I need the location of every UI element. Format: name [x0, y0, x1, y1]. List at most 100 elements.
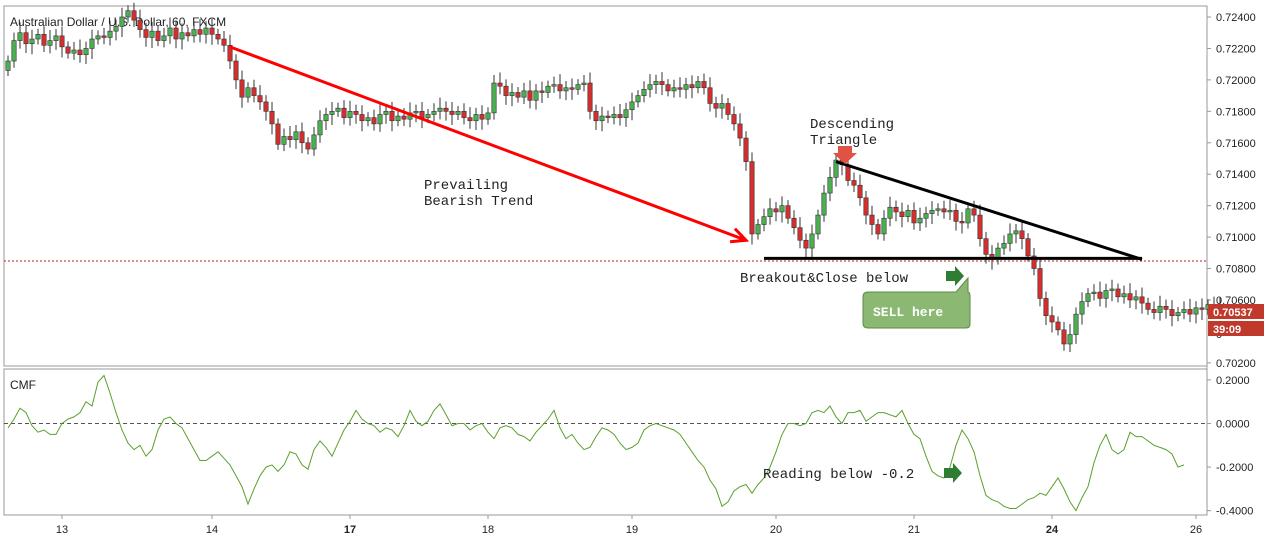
candle	[719, 94, 725, 119]
candle	[563, 80, 569, 101]
candle-body	[1091, 291, 1097, 294]
trend-line	[229, 45, 747, 242]
candle	[221, 30, 227, 53]
candle-body	[1031, 255, 1037, 269]
candle	[455, 105, 461, 120]
candle-body	[131, 10, 137, 21]
candle	[479, 105, 485, 130]
candle-body	[737, 123, 743, 139]
candle	[647, 74, 653, 98]
candle-body	[1013, 230, 1019, 235]
candle	[371, 109, 377, 131]
candle	[161, 27, 167, 48]
candle	[305, 137, 311, 155]
current-price-value: 0.70537	[1213, 307, 1253, 319]
time-axis: 13 14 17 18 19 20 21 24 26	[56, 515, 1202, 536]
candle-body	[1163, 305, 1169, 310]
candle-body	[551, 84, 557, 87]
candle-body	[809, 233, 815, 249]
candle-body	[47, 40, 53, 46]
candle	[809, 224, 815, 259]
candle	[821, 185, 827, 222]
candle	[1013, 224, 1019, 244]
candle	[695, 75, 701, 94]
candle	[533, 84, 539, 110]
candle-body	[659, 81, 665, 85]
candle-body	[695, 81, 701, 89]
candle	[965, 203, 971, 229]
breakout-arrow-icon	[946, 266, 964, 286]
cmf-tick-label: -0.4000	[1216, 506, 1253, 518]
candle	[1031, 247, 1037, 276]
candle	[47, 30, 53, 54]
candle-body	[851, 180, 857, 186]
price-tick-label: 0.71800	[1216, 106, 1256, 118]
candle-body	[701, 81, 707, 89]
candle-body	[593, 111, 599, 122]
candle	[149, 21, 155, 48]
candle	[227, 34, 233, 70]
candle-body	[959, 221, 965, 224]
candle-body	[665, 84, 671, 92]
candle	[1169, 300, 1175, 327]
candle-body	[77, 49, 83, 56]
candle	[599, 106, 605, 132]
candle-body	[689, 84, 695, 89]
candle	[1091, 284, 1097, 301]
candle	[1133, 290, 1139, 310]
candle	[473, 107, 479, 131]
candle	[677, 77, 683, 98]
candle-body	[1049, 315, 1055, 323]
candle-body	[827, 177, 833, 194]
candle	[611, 106, 617, 125]
candle	[779, 196, 785, 223]
candle-body	[257, 95, 263, 103]
candle	[41, 26, 47, 53]
candle-body	[911, 210, 917, 224]
candle-body	[1175, 312, 1181, 316]
candle-body	[149, 30, 155, 38]
candle	[131, 2, 137, 27]
candle-body	[965, 208, 971, 224]
candle	[1175, 307, 1181, 322]
candle	[761, 208, 767, 232]
candle-body	[293, 131, 299, 140]
candle	[299, 122, 305, 154]
candle-body	[545, 85, 551, 93]
candle-body	[605, 115, 611, 118]
candle	[713, 96, 719, 118]
candle	[755, 219, 761, 240]
annotation-triangle-1: Descending	[810, 117, 894, 133]
candle-body	[761, 216, 767, 225]
candle-body	[647, 84, 653, 90]
candle	[263, 95, 269, 121]
candle	[617, 103, 623, 126]
candle-body	[65, 46, 71, 54]
candle	[53, 29, 59, 50]
candle-body	[539, 90, 545, 93]
candle	[791, 210, 797, 235]
candle-body	[893, 206, 899, 213]
candle	[383, 104, 389, 124]
candle-body	[527, 90, 533, 101]
candle	[119, 7, 125, 37]
triangle-down-arrow-icon	[833, 146, 857, 164]
candle-body	[467, 117, 473, 122]
candle-body	[1121, 293, 1127, 298]
candle-body	[161, 35, 167, 41]
candle	[353, 104, 359, 124]
price-tick-label: 0.71000	[1216, 232, 1256, 244]
price-tick-label: 0.71400	[1216, 169, 1256, 181]
candle-body	[1145, 302, 1151, 310]
candle-body	[983, 238, 989, 255]
candle	[743, 131, 749, 171]
candle-body	[1109, 288, 1115, 291]
candle-body	[971, 208, 977, 216]
candle	[881, 210, 887, 241]
candle-body	[305, 142, 311, 150]
candle-body	[23, 32, 29, 45]
candle	[629, 92, 635, 121]
candle-body	[857, 184, 863, 199]
candle-body	[791, 217, 797, 228]
annotation-trend-2: Bearish Trend	[424, 194, 533, 210]
